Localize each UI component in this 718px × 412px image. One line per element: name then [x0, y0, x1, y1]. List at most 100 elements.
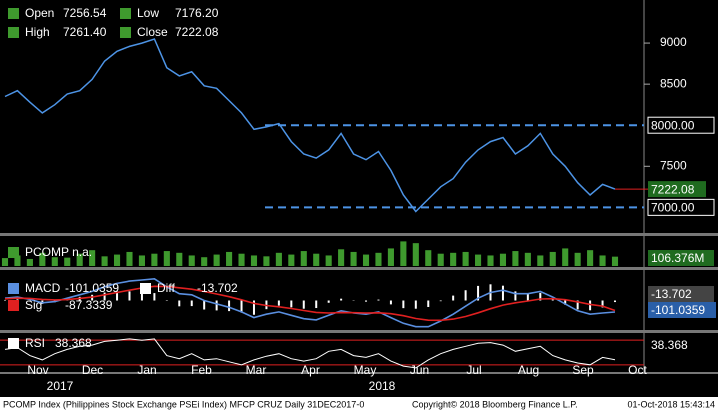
volume-bar — [213, 254, 220, 266]
diff-bar — [28, 300, 31, 302]
x-tick-label: Mar — [246, 363, 267, 377]
price-line — [4, 38, 616, 213]
volume-bar — [338, 249, 345, 266]
y-tick-label: 9000 — [660, 35, 687, 49]
volume-bar — [26, 258, 33, 266]
footer-right: 01-Oct-2018 15:43:14 — [627, 399, 715, 409]
diff-bar — [240, 300, 243, 313]
diff-bar — [116, 291, 119, 301]
diff-bar — [414, 300, 417, 309]
volume-bar — [375, 252, 382, 266]
volume-bar — [611, 256, 619, 266]
volume-bar — [275, 252, 282, 266]
diff-bar — [153, 293, 156, 301]
legend-label: PCOMP n.a. — [25, 245, 92, 259]
diff-bar — [589, 300, 592, 311]
level-label: 8000.00 — [651, 118, 695, 132]
legend-swatch — [120, 8, 131, 19]
volume-bar — [1, 258, 9, 266]
diff-bar — [203, 300, 206, 310]
volume-bar — [250, 255, 258, 266]
last-price-label-box — [648, 181, 706, 198]
last-diff-label: -13.702 — [651, 287, 692, 301]
volume-bar — [138, 255, 145, 266]
volume-bar — [450, 252, 457, 266]
volume-bar — [201, 257, 208, 266]
diff-bar — [315, 300, 318, 309]
diff-bar — [514, 291, 517, 301]
diff-bar — [128, 291, 131, 301]
legend-swatch — [8, 27, 19, 38]
volume-bar — [176, 252, 183, 266]
x-tick-label: Jun — [410, 363, 429, 377]
x-tick-label: Dec — [82, 363, 103, 377]
diff-bar — [178, 300, 181, 307]
volume-bar — [400, 241, 407, 266]
last-rsi-label: 38.368 — [651, 338, 688, 352]
diff-bar — [365, 300, 368, 302]
macd-line — [4, 277, 616, 328]
volume-bar — [537, 255, 544, 266]
diff-bar — [377, 299, 380, 301]
macd-line — [4, 285, 616, 322]
volume-bar — [313, 253, 320, 266]
x-year-label: 2018 — [369, 379, 396, 393]
last-volume-label-box — [648, 250, 714, 266]
legend-label: MACD — [25, 281, 61, 295]
footer-bg — [0, 397, 718, 412]
diff-bar — [576, 300, 579, 310]
volume-bar — [89, 250, 96, 266]
x-tick-label: May — [354, 363, 377, 377]
legend-label: Open — [25, 6, 54, 20]
x-tick-label: Jul — [466, 363, 481, 377]
volume-bar — [499, 253, 507, 266]
x-tick-label: Oct — [628, 363, 647, 377]
diff-bar — [277, 300, 280, 306]
diff-bar — [16, 299, 19, 301]
diff-bar — [252, 300, 255, 315]
diff-bar — [4, 299, 6, 301]
volume-bar — [64, 257, 71, 266]
diff-bar — [327, 300, 330, 303]
x-tick-label: Jan — [137, 363, 156, 377]
volume-bar — [562, 248, 569, 266]
x-tick-label: Apr — [301, 363, 320, 377]
diff-bar — [477, 285, 480, 301]
volume-bar — [412, 243, 419, 266]
diff-bar — [564, 300, 567, 305]
legend-value: 7222.08 — [175, 25, 219, 39]
volume-bar — [151, 253, 158, 266]
legend-value: -13.702 — [197, 281, 238, 295]
panel-divider — [0, 267, 718, 270]
legend-value: 7261.40 — [63, 25, 107, 39]
legend-swatch — [8, 300, 19, 311]
footer-center: Copyright© 2018 Bloomberg Finance L.P. — [412, 399, 578, 409]
volume-bar — [549, 251, 556, 266]
volume-bar — [263, 256, 270, 266]
last-macd-label-box — [648, 302, 716, 318]
diff-bar — [402, 300, 405, 309]
legend-value: 38.368 — [55, 336, 92, 350]
level-label-box — [647, 198, 715, 216]
volume-bar — [475, 254, 482, 266]
diff-bar — [190, 300, 193, 307]
panel-divider — [0, 233, 718, 236]
volume-bar — [101, 256, 108, 266]
volume-bar — [76, 253, 83, 266]
last-volume-label: 106.376M — [651, 251, 704, 265]
diff-bar — [103, 292, 106, 301]
volume-bar — [350, 251, 357, 266]
volume-bar — [39, 252, 46, 266]
legend-label: Sig — [25, 298, 42, 312]
diff-bar — [452, 295, 455, 301]
diff-bar — [215, 300, 218, 311]
legend-value: -87.3339 — [65, 298, 113, 312]
diff-bar — [614, 300, 616, 303]
diff-bar — [290, 300, 293, 308]
diff-bar — [302, 300, 305, 309]
diff-bar — [551, 298, 554, 301]
diff-bar — [228, 300, 231, 312]
volume-bar — [362, 254, 370, 266]
